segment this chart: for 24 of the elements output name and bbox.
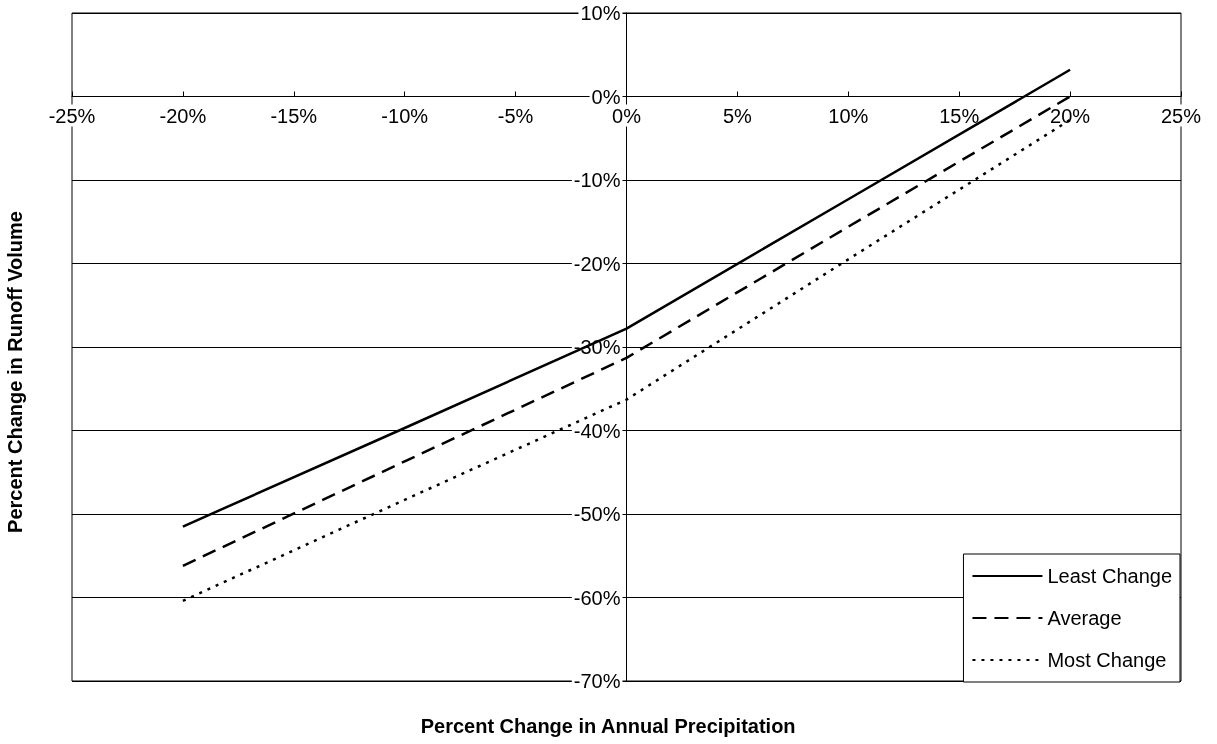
y-tick-label: -70% xyxy=(573,670,621,692)
x-tick-label: 0% xyxy=(612,104,642,127)
x-axis-title: Percent Change in Annual Precipitation xyxy=(420,715,796,737)
x-tick-label: -5% xyxy=(497,104,534,127)
x-tick-label: 5% xyxy=(722,104,753,127)
x-tick-label: 15% xyxy=(939,104,980,127)
y-tick-label: -10% xyxy=(573,169,621,191)
x-tick-label: -20% xyxy=(159,104,207,127)
y-tick-label: 0% xyxy=(591,85,621,108)
legend-label: Most Change xyxy=(1047,649,1167,671)
x-tick-label: 25% xyxy=(1160,104,1202,127)
x-tick-label: -25% xyxy=(48,104,96,127)
y-tick-label: -40% xyxy=(573,419,621,442)
legend-label: Least Change xyxy=(1047,565,1173,587)
y-tick-label: -20% xyxy=(573,252,621,275)
y-tick-label: -60% xyxy=(573,586,621,609)
x-tick-label: -10% xyxy=(381,104,429,127)
x-tick-label: 20% xyxy=(1050,104,1091,127)
x-tick-label: -15% xyxy=(270,104,318,127)
legend-label: Average xyxy=(1047,607,1122,629)
y-tick-label: 10% xyxy=(580,2,621,24)
y-tick-label: -50% xyxy=(573,503,621,525)
y-axis-title: Percent Change in Runoff Volume xyxy=(4,211,26,533)
x-tick-label: 10% xyxy=(828,104,869,127)
